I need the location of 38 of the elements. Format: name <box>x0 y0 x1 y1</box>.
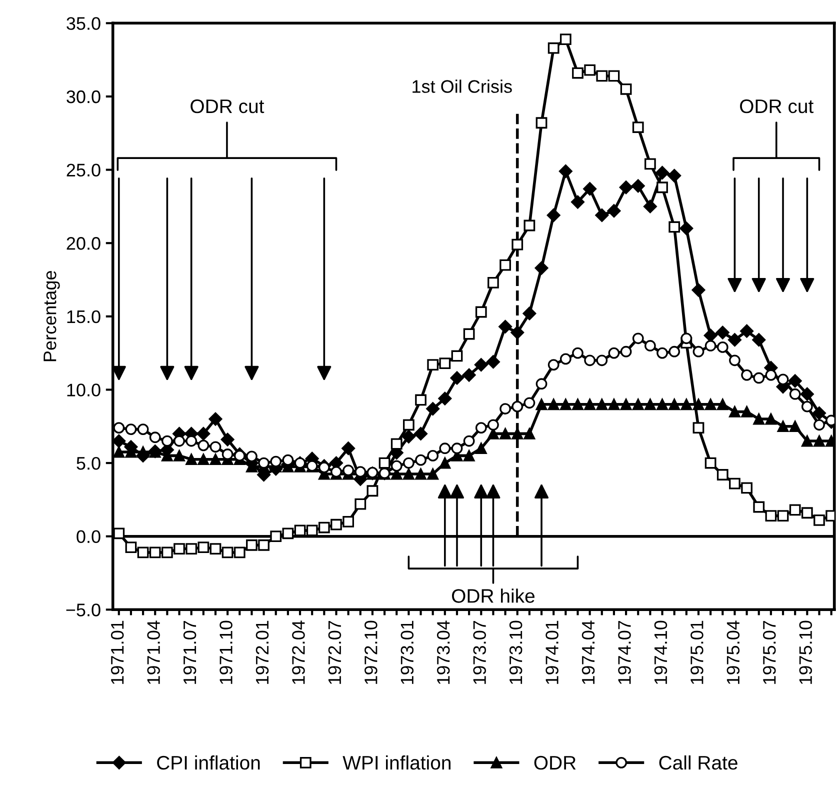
x-tick-label: 1973.07 <box>473 620 486 684</box>
annotation: ODR cut <box>190 99 264 114</box>
y-tick-label: 10.0 <box>67 384 100 396</box>
legend-label: ODR <box>534 756 576 770</box>
y-tick-label: 15.0 <box>67 310 100 324</box>
y-tick-label: 30.0 <box>66 90 100 104</box>
y-tick-label: 0.0 <box>76 530 100 544</box>
x-tick-label: 1975.01 <box>690 620 704 684</box>
y-tick-label: 5.0 <box>76 456 100 470</box>
x-tick-label: 1972.10 <box>364 620 378 684</box>
y-tick-label: −5.0 <box>66 604 100 616</box>
legend-label: Call Rate <box>659 755 738 770</box>
y-tick-label: 35.0 <box>66 17 100 30</box>
x-tick-label: 1974.01 <box>546 620 558 684</box>
annotation: ODR cut <box>740 99 814 114</box>
x-tick-label: 1975.07 <box>762 620 776 684</box>
legend-label: WPI inflation <box>342 755 450 770</box>
x-tick-label: 1973.10 <box>509 620 522 684</box>
annotation: ODR hike <box>452 588 534 603</box>
x-tick-label: 1973.01 <box>400 620 414 684</box>
x-tick-label: 1971.07 <box>183 620 196 684</box>
x-tick-label: 1971.10 <box>220 620 232 684</box>
x-tick-label: 1975.04 <box>726 620 740 684</box>
y-tick-label: 25.0 <box>66 164 100 177</box>
x-tick-label: 1972.07 <box>328 620 342 684</box>
x-tick-label: 1973.04 <box>436 620 450 684</box>
y-tick-label: 20.0 <box>66 237 100 250</box>
x-tick-label: 1974.07 <box>618 620 631 684</box>
x-tick-label: 1974.10 <box>654 620 668 684</box>
x-tick-label: 1971.01 <box>110 620 124 684</box>
legend-label: CPI inflation <box>157 755 260 770</box>
x-tick-label: 1975.10 <box>799 620 812 684</box>
y-axis-title: Percentage <box>44 271 60 362</box>
x-tick-label: 1971.04 <box>147 620 160 684</box>
x-tick-label: 1972.01 <box>256 620 269 684</box>
ref-line-label: 1st Oil Crisis <box>412 80 512 93</box>
x-tick-label: 1972.04 <box>292 620 305 684</box>
x-tick-label: 1974.04 <box>582 620 595 684</box>
